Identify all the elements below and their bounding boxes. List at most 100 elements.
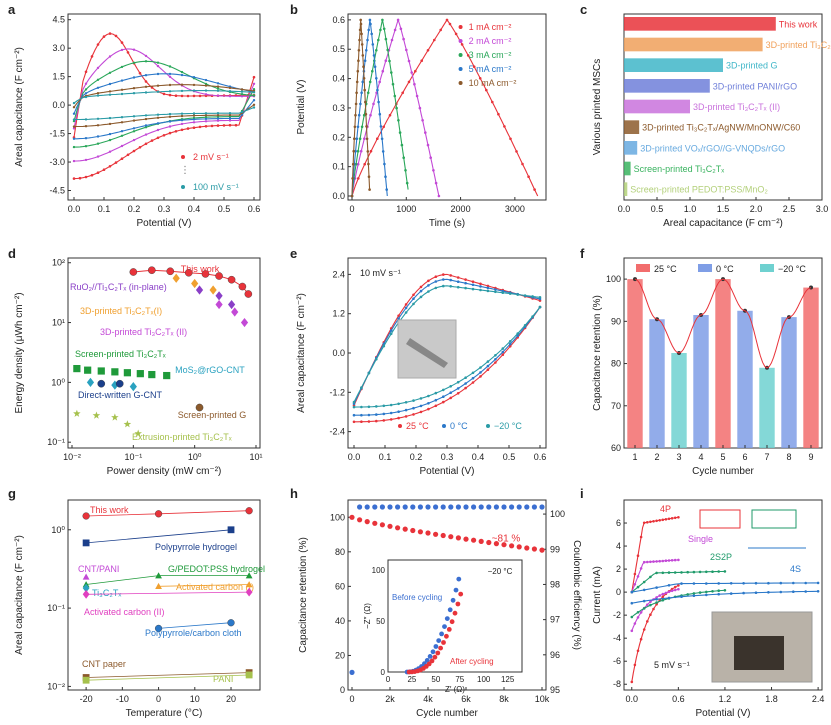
cv-curve-upper [631, 570, 725, 593]
x-tick-label: 0.3 [158, 204, 171, 214]
x-tick-label: 6 [742, 452, 747, 462]
efficiency-point [524, 504, 530, 510]
data-point [204, 93, 208, 96]
data-point [228, 112, 232, 115]
data-point [72, 106, 76, 109]
data-point [129, 382, 137, 392]
data-point [180, 122, 184, 126]
y-tick-label: 60 [611, 443, 621, 453]
y-axis-label: Areal capacitance (F cm⁻²) [296, 293, 307, 413]
data-point [72, 177, 76, 180]
data-point [156, 116, 160, 120]
data-point [516, 293, 519, 296]
data-point [238, 282, 247, 291]
data-point [646, 521, 649, 524]
data-point [150, 86, 154, 89]
data-point [174, 94, 178, 97]
y-tick-label: 40 [335, 616, 345, 626]
data-point [192, 118, 196, 121]
panel-h: h 0 2k 4k 6k 8k 10k 0 20 40 60 80 100 95 96 97 98 99 100 Cy… [290, 486, 582, 719]
data-point [96, 94, 100, 97]
efficiency-point [364, 504, 370, 510]
data-point [523, 294, 527, 297]
data-point [792, 590, 795, 593]
data-point [633, 572, 637, 576]
data-point [673, 516, 677, 520]
data-point [204, 125, 208, 128]
legend-label: 0 °C [716, 264, 734, 274]
x-tick-label: 0.6 [248, 204, 261, 214]
data-point [240, 110, 244, 114]
data-point [442, 273, 445, 276]
data-point [215, 291, 223, 301]
data-point [630, 629, 634, 633]
inset-x-tick-label: 50 [431, 675, 440, 684]
data-point [365, 125, 368, 128]
data-point [692, 570, 696, 574]
data-point [368, 188, 371, 191]
data-point [494, 288, 497, 291]
data-point [471, 381, 475, 384]
plot-frame [67, 499, 261, 691]
data-point [401, 91, 405, 95]
data-point [723, 570, 727, 573]
data-point [427, 290, 430, 293]
data-point [816, 581, 820, 585]
legend-marker [458, 39, 463, 43]
data-point [652, 607, 655, 611]
efficiency-point [410, 504, 416, 510]
panel-c: c 0.0 0.5 1.0 1.5 2.0 2.5 3.0 Areal capacitance … [580, 2, 831, 229]
data-point [360, 405, 363, 409]
data-point [661, 598, 665, 602]
data-point [464, 386, 467, 390]
legend-marker [486, 424, 490, 428]
data-point [359, 22, 363, 26]
retention-point [486, 539, 492, 546]
bar-label: 3D-printed PANI/rGO [713, 81, 797, 91]
series-label: G/PEDOT:PSS hydrogel [168, 564, 265, 574]
y-tick-label: 90 [611, 316, 621, 326]
inset-x-tick-label: 75 [455, 675, 464, 684]
data-point [168, 90, 172, 93]
data-point [375, 49, 378, 52]
data-point [405, 181, 409, 185]
y-tick-label: 1.2 [332, 309, 345, 319]
cv-curve-upper [73, 84, 255, 108]
y-tick-label: 80 [335, 547, 345, 557]
data-point [204, 120, 208, 123]
data-point [397, 402, 400, 406]
data-point [204, 89, 208, 92]
data-point [404, 306, 408, 310]
data-point [658, 594, 661, 597]
data-point [228, 90, 232, 93]
data-point [717, 589, 720, 592]
data-point [419, 289, 423, 293]
efficiency-point [531, 504, 538, 510]
retention-point [478, 538, 484, 545]
data-point [494, 358, 497, 361]
data-point [420, 59, 424, 62]
panel-letter: e [290, 246, 297, 261]
bar-label: This work [779, 19, 818, 29]
data-point [82, 573, 90, 580]
data-point [72, 137, 76, 140]
data-point [120, 65, 124, 69]
data-point [779, 581, 783, 585]
data-point [415, 94, 419, 98]
retention-point [387, 523, 393, 529]
series-label: Direct-written G-CNT [78, 390, 163, 400]
x-tick-label: 4k [423, 694, 433, 704]
data-point [355, 80, 359, 84]
data-point [816, 590, 820, 593]
x-axis-label: Temperature (°C) [126, 708, 203, 719]
bar [624, 120, 640, 134]
bar [627, 279, 643, 448]
data-point [369, 113, 372, 117]
nyquist-after-point [429, 658, 435, 664]
data-point [485, 88, 488, 92]
data-point [454, 32, 458, 36]
data-point [201, 270, 210, 278]
data-point [494, 290, 497, 294]
data-point [449, 278, 453, 282]
nyquist-after-point [441, 640, 446, 645]
